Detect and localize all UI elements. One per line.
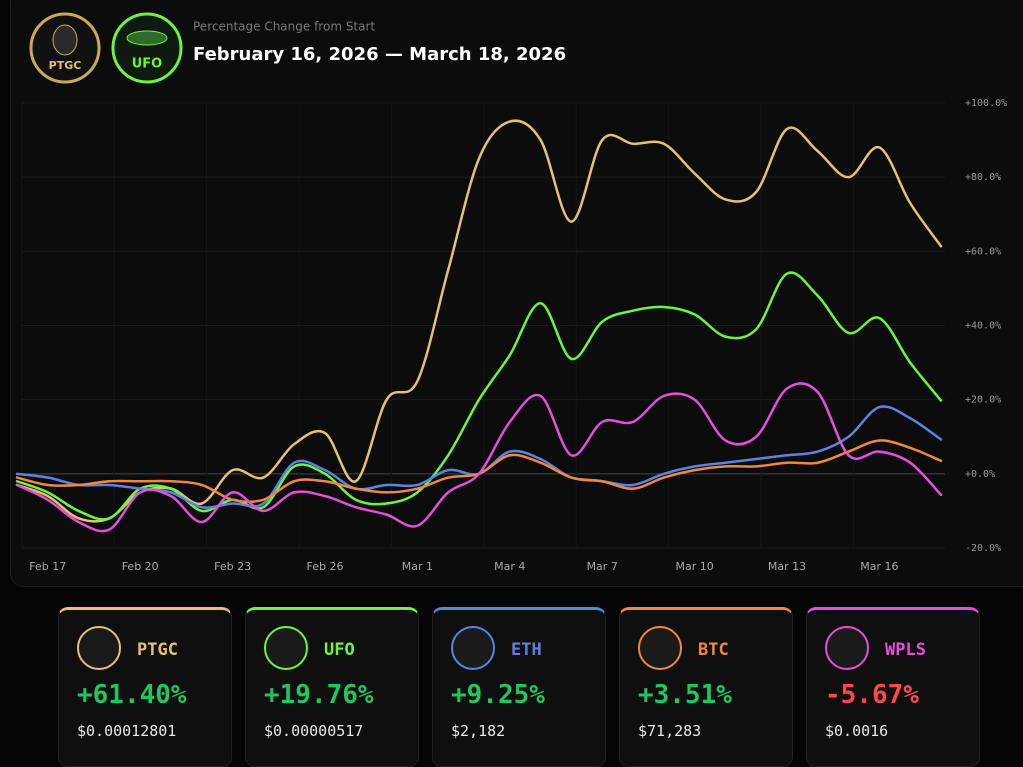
token-card: PTGC +61.40% $0.00012801 <box>58 607 232 767</box>
x-tick-label: Feb 23 <box>214 560 251 573</box>
y-tick-label: -20.0% <box>965 543 1001 554</box>
y-tick-label: +80.0% <box>965 172 1001 183</box>
token-name: ETH <box>511 640 542 660</box>
y-tick-label: +60.0% <box>965 246 1001 257</box>
series-line <box>15 382 943 533</box>
y-tick-label: +20.0% <box>965 395 1001 406</box>
token-icon <box>77 626 121 670</box>
token-price: $71,283 <box>638 722 702 740</box>
token-change: +19.76% <box>264 680 374 710</box>
token-name: PTGC <box>137 640 178 660</box>
x-tick-label: Mar 4 <box>494 560 525 573</box>
logo-label: UFO <box>132 57 163 72</box>
token-card: ETH +9.25% $2,182 <box>432 607 606 767</box>
token-name: BTC <box>698 640 729 660</box>
y-tick-label: +100.0% <box>965 98 1007 109</box>
ufo-logo <box>111 12 183 84</box>
chart-panel <box>10 0 1023 587</box>
token-name: WPLS <box>885 640 926 660</box>
x-tick-label: Feb 20 <box>122 560 159 573</box>
token-card: WPLS -5.67% $0.0016 <box>806 607 980 767</box>
series-line <box>15 119 943 523</box>
token-change: +3.51% <box>638 680 732 710</box>
alien-icon <box>52 24 78 56</box>
series-line <box>15 405 943 509</box>
token-price: $0.00000517 <box>264 722 364 740</box>
x-tick-label: Mar 7 <box>587 560 618 573</box>
token-card: UFO +19.76% $0.00000517 <box>245 607 419 767</box>
chart-title: February 16, 2026 — March 18, 2026 <box>193 44 566 65</box>
x-tick-label: Feb 26 <box>307 560 344 573</box>
token-price: $0.00012801 <box>77 722 177 740</box>
token-icon <box>264 626 308 670</box>
x-tick-label: Feb 17 <box>29 560 66 573</box>
token-price: $2,182 <box>451 722 506 740</box>
x-tick-label: Mar 1 <box>402 560 433 573</box>
token-change: -5.67% <box>825 680 919 710</box>
token-change: +61.40% <box>77 680 187 710</box>
ufo-icon <box>126 30 168 46</box>
series-line <box>15 439 943 504</box>
token-icon <box>638 626 682 670</box>
token-icon <box>451 626 495 670</box>
chart: PTGC UFO Percentage Change from Start Fe… <box>15 12 1007 573</box>
token-card: BTC +3.51% $71,283 <box>619 607 793 767</box>
x-tick-label: Mar 16 <box>860 560 898 573</box>
token-name: UFO <box>324 640 355 660</box>
token-change: +9.25% <box>451 680 545 710</box>
y-tick-label: +0.0% <box>965 469 995 480</box>
series-line <box>15 271 943 521</box>
subtitle: Percentage Change from Start <box>193 20 375 34</box>
x-tick-label: Mar 13 <box>768 560 806 573</box>
token-icon <box>825 626 869 670</box>
y-tick-label: +40.0% <box>965 321 1001 332</box>
logo-label: PTGC <box>49 59 82 72</box>
token-price: $0.0016 <box>825 722 889 740</box>
x-tick-label: Mar 10 <box>675 560 713 573</box>
